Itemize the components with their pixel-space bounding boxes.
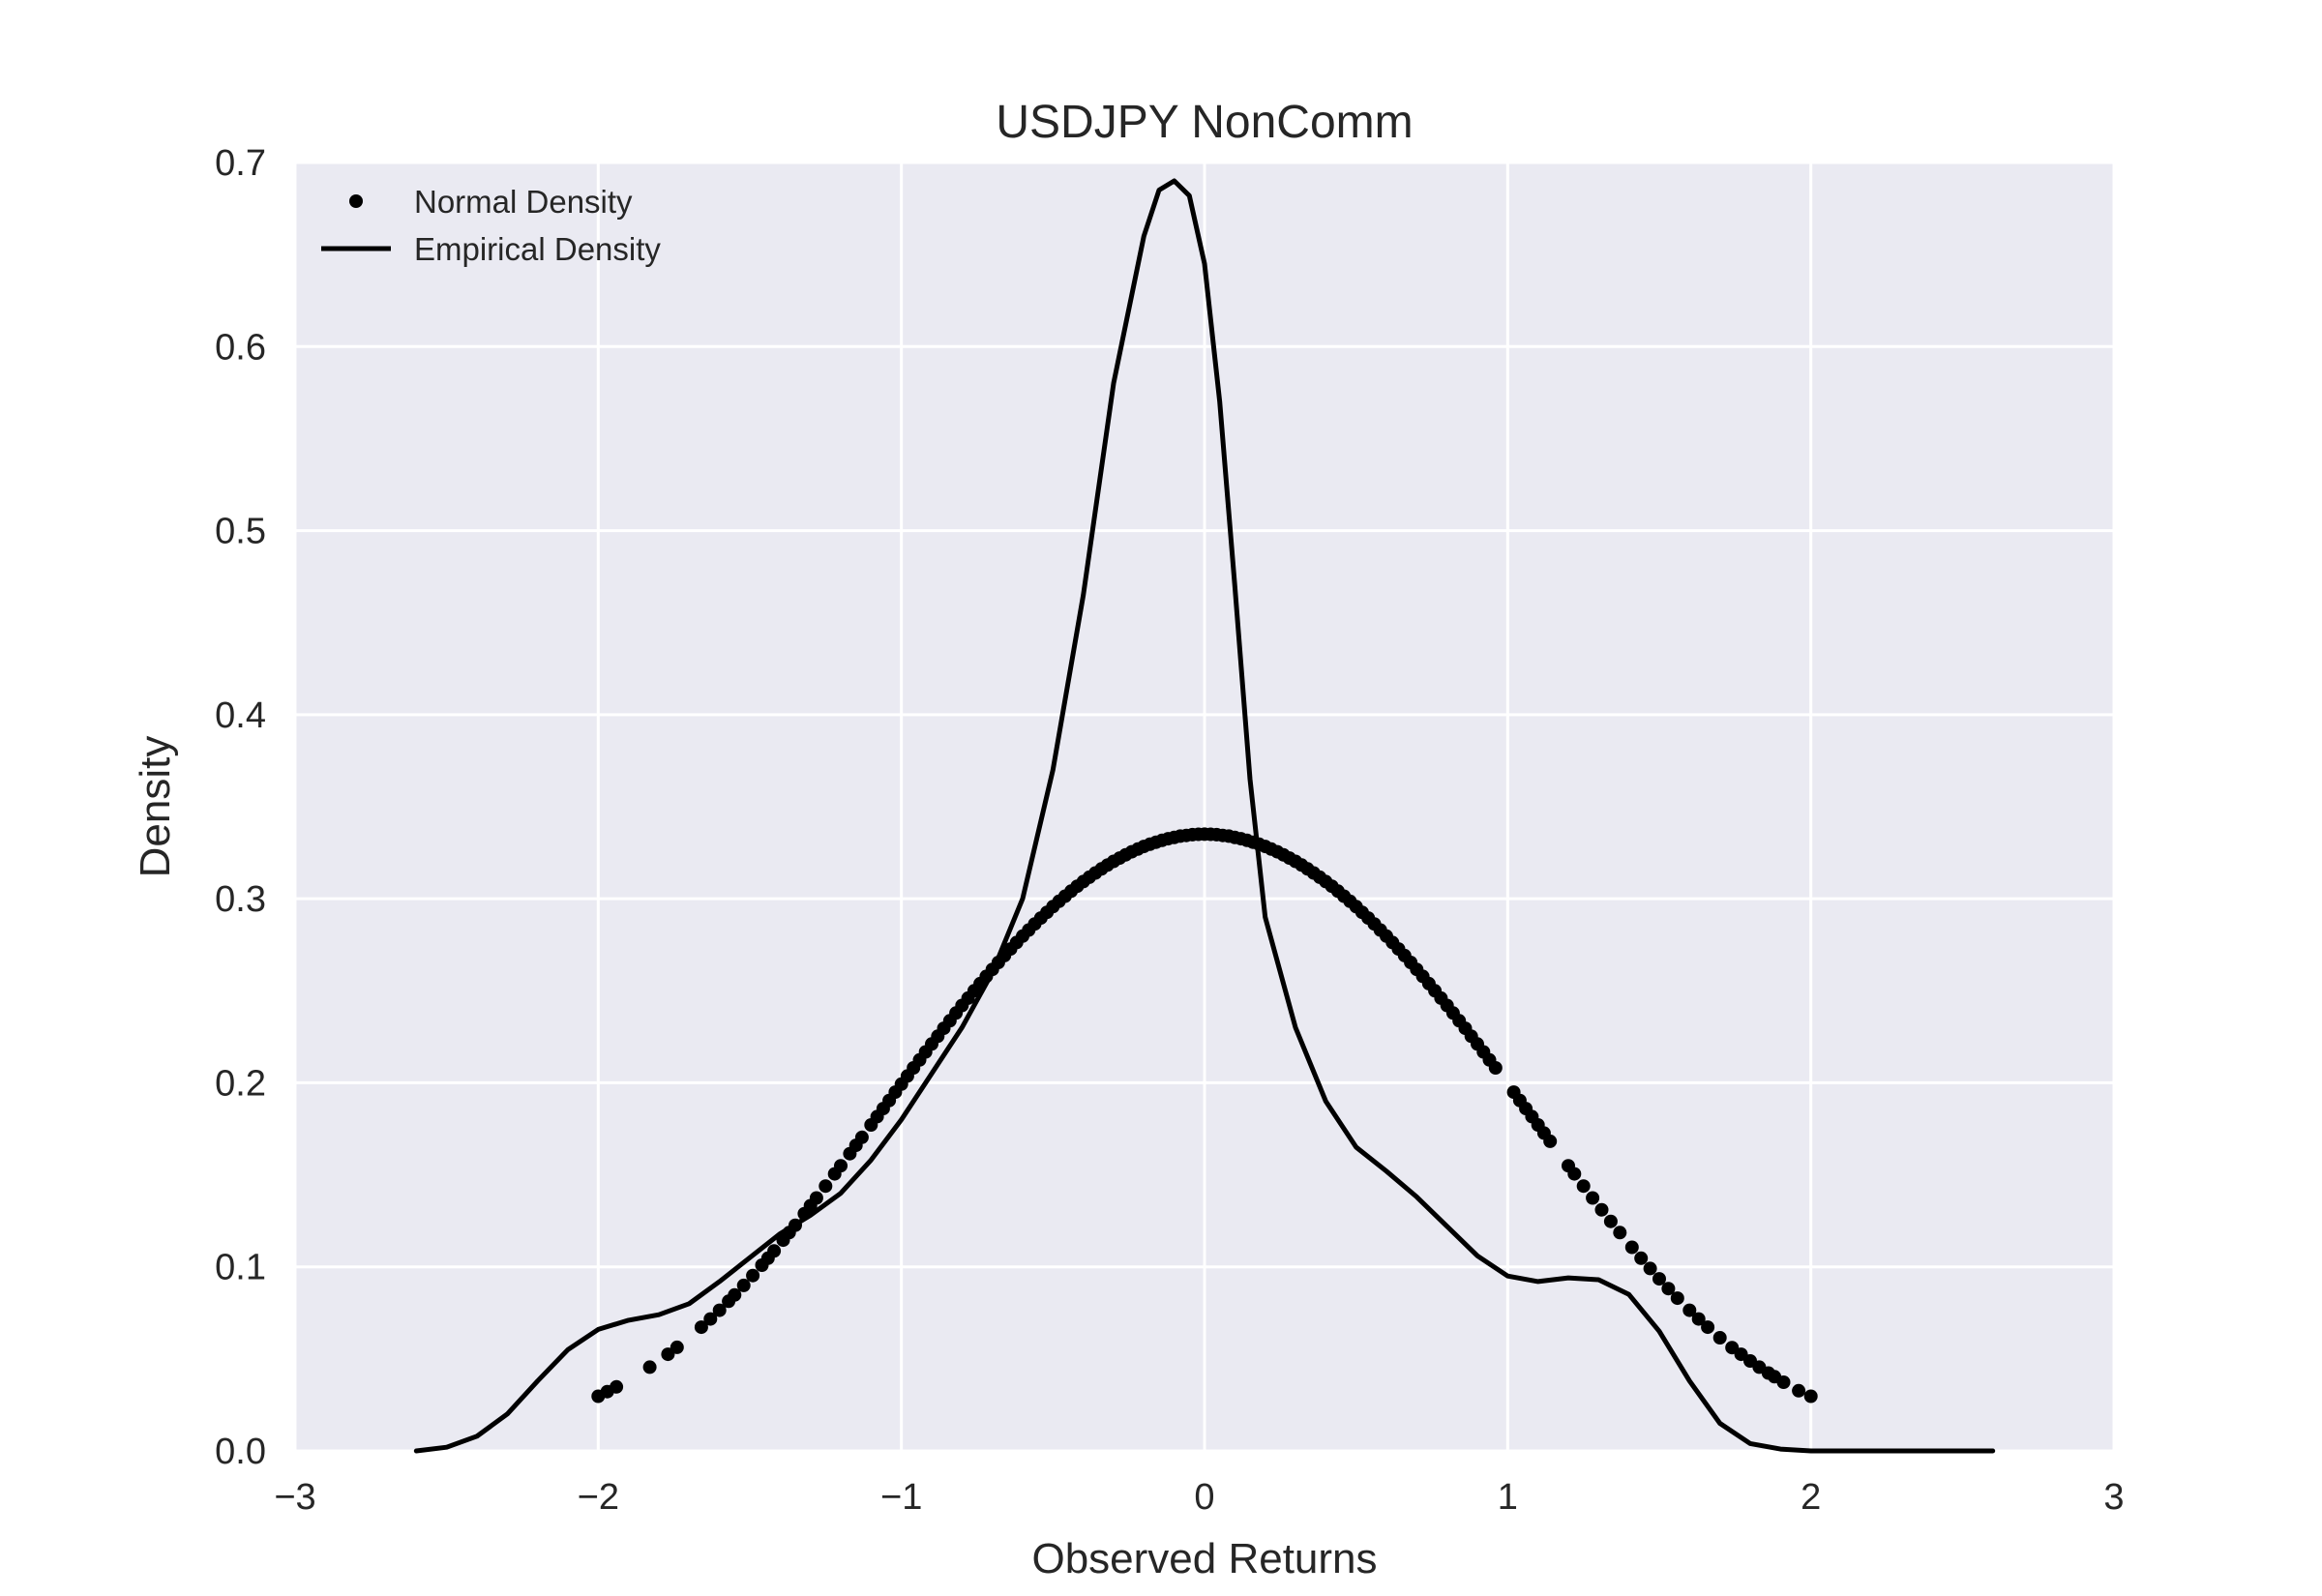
normal-density-point [670, 1340, 684, 1354]
y-tick-label: 0.4 [215, 695, 266, 736]
normal-density-point [1567, 1167, 1582, 1181]
x-tick-label: −2 [578, 1477, 619, 1518]
y-tick-label: 0.7 [215, 143, 266, 184]
tick-labels: −3 −2 −1 0 1 2 3 0.0 0.1 0.2 0.3 0.4 0.5 0.6 0.7 [215, 143, 2124, 1518]
normal-density-point [1776, 1375, 1791, 1389]
y-tick-label: 0.1 [215, 1248, 266, 1288]
normal-density-point [1543, 1134, 1558, 1148]
x-axis-label: Observed Returns [1031, 1535, 1377, 1582]
x-tick-label: 2 [1801, 1477, 1821, 1518]
normal-density-point [642, 1360, 657, 1374]
normal-density-point [1792, 1383, 1806, 1398]
normal-density-point [1670, 1291, 1684, 1306]
normal-density-point [767, 1244, 782, 1258]
normal-density-point [834, 1159, 848, 1173]
normal-density-point [736, 1278, 751, 1292]
x-tick-label: 1 [1498, 1477, 1518, 1518]
legend-marker-normal-density [349, 194, 363, 208]
normal-density-point [819, 1179, 833, 1194]
normal-density-point [1701, 1320, 1715, 1335]
normal-density-point [1586, 1191, 1600, 1205]
legend: Normal Density Empirical Density [321, 184, 661, 267]
normal-density-point [1661, 1282, 1676, 1296]
x-tick-label: −1 [880, 1477, 922, 1518]
chart-title: USDJPY NonComm [996, 97, 1413, 148]
x-tick-label: −3 [274, 1477, 315, 1518]
series-layer [413, 178, 1996, 1454]
normal-density-point [1603, 1214, 1618, 1228]
normal-density-point [1576, 1179, 1591, 1194]
y-tick-label: 0.5 [215, 512, 266, 552]
normal-density-point [1643, 1261, 1657, 1276]
normal-density-point [1594, 1202, 1609, 1217]
normal-density-point [703, 1312, 718, 1326]
normal-density-point [1624, 1240, 1639, 1255]
normal-density-point [1652, 1272, 1666, 1286]
y-tick-label: 0.6 [215, 327, 266, 368]
normal-density-point [1488, 1061, 1503, 1075]
y-tick-label: 0.2 [215, 1063, 266, 1104]
y-tick-label: 0.3 [215, 879, 266, 920]
normal-density-point [854, 1130, 869, 1144]
x-tick-label: 3 [2103, 1477, 2124, 1518]
normal-density-point [809, 1191, 823, 1205]
normal-density-point [1613, 1226, 1627, 1240]
legend-label-empirical-density: Empirical Density [414, 231, 661, 267]
normal-density-point [728, 1287, 742, 1302]
normal-density-point [610, 1379, 624, 1394]
normal-density-point [746, 1268, 760, 1283]
legend-label-normal-density: Normal Density [414, 184, 633, 220]
normal-density-point [712, 1303, 727, 1317]
y-axis-label: Density [132, 736, 179, 878]
normal-density-point [694, 1320, 708, 1335]
normal-density-point [1634, 1251, 1649, 1265]
normal-density-point [1803, 1389, 1818, 1404]
y-tick-label: 0.0 [215, 1432, 266, 1472]
normal-density-point [1691, 1312, 1706, 1326]
normal-density-point [1712, 1331, 1727, 1345]
normal-density-point [1682, 1303, 1697, 1317]
empirical-density-line [413, 178, 1996, 1454]
x-tick-label: 0 [1194, 1477, 1214, 1518]
normal-density-point [789, 1218, 802, 1232]
